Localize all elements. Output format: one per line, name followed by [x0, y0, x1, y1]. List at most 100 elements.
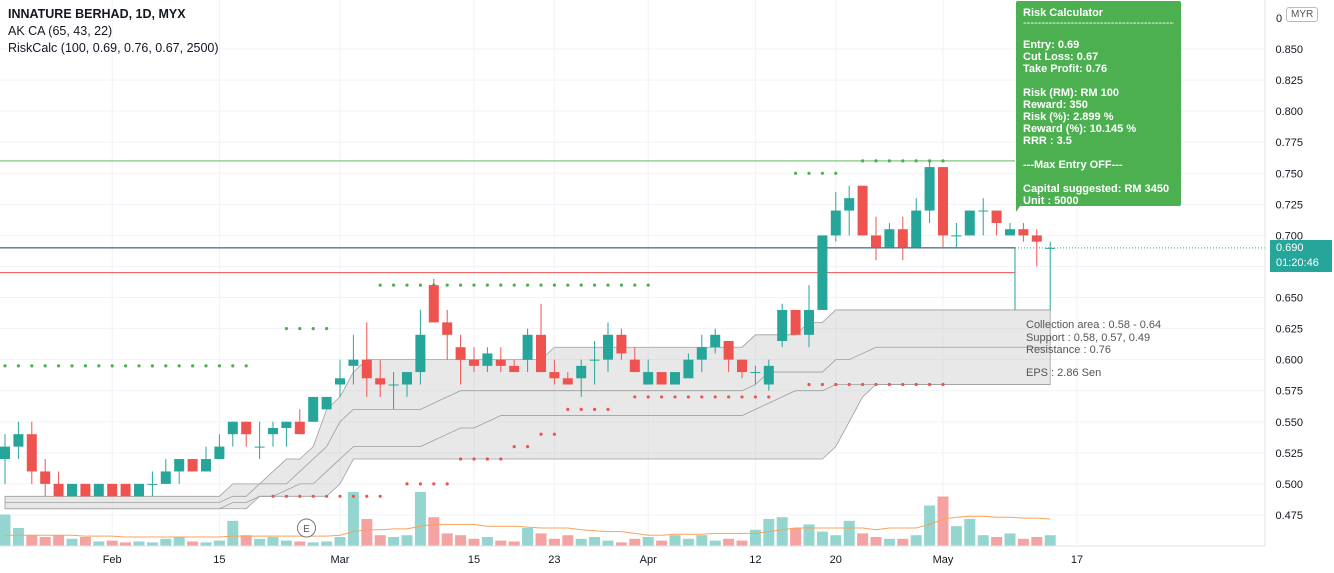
support-dot [191, 364, 195, 368]
volume-bar [280, 540, 292, 546]
currency-button[interactable]: MYR [1286, 7, 1319, 22]
support-dot [231, 364, 235, 368]
candle-body [562, 378, 573, 385]
volume-bar [776, 517, 788, 546]
volume-bar [93, 541, 105, 546]
stop-dot [284, 494, 288, 498]
x-tick-label: Feb [103, 554, 122, 566]
y-tick-label: 0.750 [1275, 168, 1303, 180]
candle-body [67, 483, 77, 497]
volume-bar [401, 535, 413, 546]
y-tick-label: 0.825 [1275, 75, 1303, 87]
volume-bar [615, 542, 627, 546]
support-dot [244, 364, 248, 368]
candle-body [790, 309, 801, 335]
stop-dot [807, 382, 811, 387]
symbol-title[interactable]: INNATURE BERHAD, 1D, MYX [8, 7, 186, 21]
candle-body [911, 210, 922, 248]
resistance-label: Resistance : 0.76 [1026, 344, 1111, 356]
stop-dot [418, 482, 422, 486]
volume-bar [388, 537, 400, 546]
volume-bar [682, 538, 694, 546]
stop-dot [941, 382, 945, 387]
indicator-ak-ca[interactable]: AK CA (65, 43, 22) [8, 24, 113, 38]
support-dot [526, 283, 530, 287]
candle-body [830, 210, 841, 236]
candle-body [147, 483, 158, 485]
volume-bar [937, 496, 949, 546]
volume-bar [267, 537, 279, 546]
support-dot [217, 364, 221, 368]
support-dot [325, 326, 329, 331]
candle-body [187, 459, 198, 472]
support-dot [633, 283, 637, 287]
indicator-riskcalc[interactable]: RiskCalc (100, 0.69, 0.76, 0.67, 2500) [8, 41, 219, 55]
stop-dot [713, 395, 717, 399]
volume-bar [374, 535, 386, 546]
stop-dot [767, 395, 771, 399]
y-tick-label: 0.775 [1275, 137, 1303, 149]
x-tick-label: 15 [213, 554, 225, 566]
stop-dot [834, 382, 838, 387]
volume-bar [575, 538, 587, 546]
support-dot [887, 159, 892, 163]
support-dot [834, 171, 838, 175]
current-price: 0.690 [1276, 242, 1304, 254]
candle-body [884, 229, 895, 248]
volume-bar [977, 535, 989, 546]
volume-bar [146, 542, 158, 546]
volume-bar [897, 538, 909, 546]
candle-body [160, 471, 171, 484]
stop-dot [646, 395, 650, 399]
y-tick-label: 0.550 [1275, 417, 1303, 429]
risk-calc-take-profit: Take Profit: 0.76 [1023, 63, 1108, 75]
support-dot [552, 283, 557, 287]
x-tick-label: 15 [468, 554, 480, 566]
volume-bar [642, 537, 654, 546]
volume-bar [495, 540, 507, 546]
support-dot [619, 283, 624, 287]
candle-body [268, 427, 278, 435]
volume-bar [213, 540, 225, 546]
candle-body [335, 378, 345, 385]
support-dot [124, 364, 128, 368]
volume-bar [254, 538, 266, 546]
support-dot [204, 364, 208, 368]
candle-body [388, 384, 399, 386]
candle-body [281, 421, 292, 428]
bar-countdown: 01:20:46 [1276, 257, 1319, 269]
support-dot [311, 326, 315, 331]
support-dot [110, 364, 114, 368]
support-dot [298, 326, 302, 331]
risk-calc-reward-pct: Reward (%): 10.145 % [1023, 123, 1137, 135]
candle-body [13, 434, 24, 447]
candle-body [254, 446, 265, 448]
stop-dot [928, 382, 932, 387]
candle-body [495, 359, 506, 366]
candle-body [817, 235, 828, 310]
candle-body [549, 372, 560, 379]
stop-dot [405, 482, 409, 486]
volume-bar [508, 541, 520, 546]
candle-body [0, 446, 10, 460]
candle-body [201, 459, 211, 472]
volume-bar [0, 514, 11, 546]
candle-body [361, 359, 372, 379]
volume-bar [830, 535, 842, 546]
volume-bar [803, 524, 815, 546]
candle-body [536, 334, 546, 373]
volume-bar [160, 538, 172, 546]
y-tick-label: 0.700 [1275, 230, 1303, 242]
risk-calculator-panel: Risk Calculator ------------------------… [1016, 1, 1181, 207]
support-dot [405, 283, 409, 287]
risk-calc-risk-rm: Risk (RM): RM 100 [1023, 87, 1119, 99]
stop-dot [874, 382, 878, 387]
support-dot [83, 364, 87, 368]
candle-body [415, 334, 426, 373]
stop-dot [298, 494, 302, 498]
volume-bar [468, 538, 480, 546]
stop-dot [633, 395, 637, 399]
volume-bar [816, 531, 828, 546]
volume-bar [749, 529, 761, 546]
